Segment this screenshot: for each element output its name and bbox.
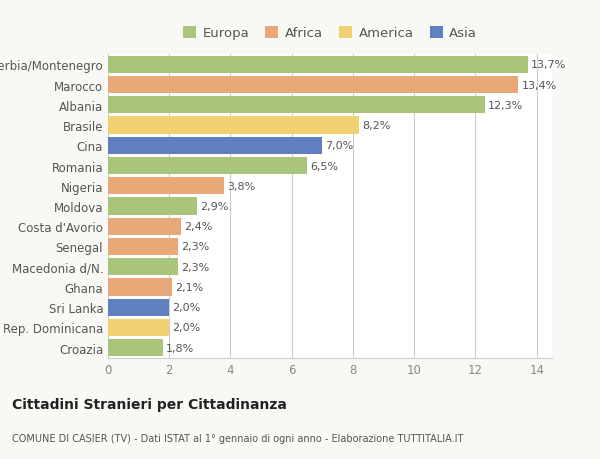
Text: 2,4%: 2,4%: [185, 222, 213, 232]
Text: 13,4%: 13,4%: [521, 80, 557, 90]
Text: 2,1%: 2,1%: [175, 282, 203, 292]
Bar: [108, 198, 197, 215]
Text: 6,5%: 6,5%: [310, 161, 338, 171]
Bar: [108, 97, 485, 114]
Bar: [108, 178, 224, 195]
Text: 2,0%: 2,0%: [172, 323, 200, 333]
Text: 13,7%: 13,7%: [530, 60, 566, 70]
Bar: [108, 299, 169, 316]
Bar: [108, 218, 181, 235]
Bar: [108, 238, 178, 256]
Text: 7,0%: 7,0%: [325, 141, 353, 151]
Text: 2,9%: 2,9%: [200, 202, 228, 212]
Text: COMUNE DI CASIER (TV) - Dati ISTAT al 1° gennaio di ogni anno - Elaborazione TUT: COMUNE DI CASIER (TV) - Dati ISTAT al 1°…: [12, 433, 463, 442]
Text: 2,3%: 2,3%: [181, 262, 210, 272]
Text: 12,3%: 12,3%: [488, 101, 523, 111]
Bar: [108, 258, 178, 276]
Bar: [108, 157, 307, 175]
Text: 3,8%: 3,8%: [227, 181, 256, 191]
Text: Cittadini Stranieri per Cittadinanza: Cittadini Stranieri per Cittadinanza: [12, 397, 287, 412]
Bar: [108, 279, 172, 296]
Legend: Europa, Africa, America, Asia: Europa, Africa, America, Asia: [178, 22, 482, 45]
Bar: [108, 56, 527, 74]
Bar: [108, 77, 518, 94]
Text: 8,2%: 8,2%: [362, 121, 391, 131]
Text: 2,3%: 2,3%: [181, 242, 210, 252]
Bar: [108, 339, 163, 357]
Bar: [108, 319, 169, 336]
Bar: [108, 137, 322, 155]
Text: 2,0%: 2,0%: [172, 302, 200, 313]
Text: 1,8%: 1,8%: [166, 343, 194, 353]
Bar: [108, 117, 359, 134]
